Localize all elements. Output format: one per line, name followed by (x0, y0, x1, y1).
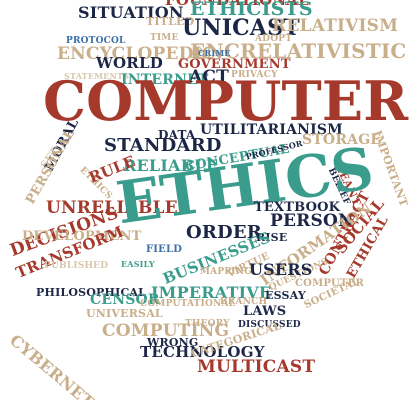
cloud-word: TECHNOLOGY (140, 343, 265, 361)
cloud-word: INTERNET (121, 72, 209, 88)
cloud-word: ENCRELATIVISTIC (190, 39, 407, 63)
cloud-word: UNRELIABLE (46, 198, 178, 218)
cloud-word: DATA (158, 128, 196, 142)
cloud-word: PUBLISHED (44, 261, 109, 271)
cloud-word: PHILOSOPHICAL (36, 286, 147, 299)
cloud-word: DISCUSSED (238, 320, 301, 330)
cloud-word: RELATIVISM (272, 16, 399, 36)
cloud-word: STORAGE (302, 132, 382, 148)
cloud-word: THEORY (185, 319, 230, 329)
cloud-word: LAWS (243, 304, 287, 319)
cloud-word: MAPPING (200, 267, 253, 277)
cloud-word: COMPUTER (43, 69, 409, 133)
cloud-word: COMPUTER (295, 278, 364, 289)
cloud-word: PROTOCOL (66, 36, 126, 46)
cloud-word: RELIABLE (123, 156, 219, 175)
cloud-word: TITLED (146, 15, 195, 28)
cloud-word: USERS (249, 260, 313, 279)
cloud-word: BRANCH (220, 297, 268, 307)
cloud-word: ESSAY (265, 289, 306, 302)
cloud-word: RISE (256, 231, 288, 244)
cloud-word: COMPUTING (102, 321, 230, 341)
cloud-word: EASILY (121, 259, 155, 269)
cloud-word: SITUATION (78, 3, 184, 22)
cloud-word: IMPORTANT (370, 128, 411, 209)
cloud-word: ACT (189, 67, 229, 87)
cloud-word: FIELD (146, 244, 183, 255)
cloud-word: ENCYCLOPEDIC (57, 44, 216, 64)
cloud-word: TIME (150, 33, 179, 43)
cloud-word: CRIME (198, 48, 231, 58)
cloud-word: FOUNDATIONAL (165, 0, 309, 9)
cloud-word: COMPUTATIONAL (140, 299, 236, 309)
cloud-word: PERSON (270, 211, 354, 231)
cloud-word: TEXTBOOK (254, 200, 341, 215)
cloud-word: ETHICISTS (190, 0, 313, 20)
cloud-word: ORDER (186, 222, 262, 243)
cloud-word: UNICAST (182, 15, 300, 41)
cloud-word: UNIVERSAL (86, 307, 163, 320)
cloud-word: MULTICAST (197, 357, 316, 377)
cloud-word: UTILITARIANISM (200, 122, 343, 138)
cloud-word: PERSONAL (23, 126, 79, 207)
cloud-word: CENSOR (90, 292, 160, 308)
cloud-word: WORLD (96, 54, 163, 72)
cloud-word: ADOPT (255, 34, 293, 44)
cloud-word: WRONG (147, 336, 199, 349)
cloud-word: IMPERATIVE (151, 283, 272, 302)
cloud-word: PRIVACY (231, 70, 278, 80)
cloud-word: GOVERNMENT (178, 57, 291, 72)
cloud-word: DEVELOPMENT (22, 229, 142, 244)
cloud-word: CYBERNETICS (6, 330, 123, 400)
cloud-word: STANDARD (104, 135, 222, 156)
cloud-word: STATEMENTS (64, 71, 130, 81)
